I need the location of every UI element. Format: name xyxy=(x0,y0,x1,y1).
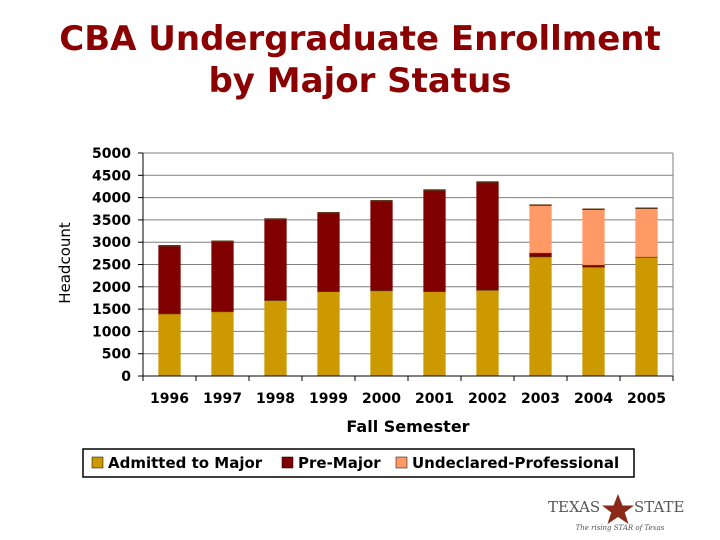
bar-segment xyxy=(423,190,446,292)
chart-axes xyxy=(138,152,674,381)
bar-segment xyxy=(529,252,552,257)
bar-segment xyxy=(582,264,605,267)
bar-segment xyxy=(582,266,605,376)
bar-segment xyxy=(529,256,552,376)
x-tick-labels: 1996 1997 1998 1999 2000 2001 2002 2003 2004 2005 xyxy=(150,391,666,407)
legend-swatch xyxy=(91,456,104,469)
y-tick-label: 5000 xyxy=(92,146,131,162)
chart-bars xyxy=(158,181,658,376)
logo-text-left: TEXAS xyxy=(548,498,600,516)
y-tick-labels: 0 500 1000 1500 2000 2500 3000 3500 4000 4500 5000 xyxy=(92,146,131,385)
bar-segment xyxy=(370,290,393,376)
legend-label: Admitted to Major xyxy=(108,454,263,472)
y-tick-label: 3000 xyxy=(92,235,131,251)
bar-segment xyxy=(158,313,181,376)
x-tick-label: 1998 xyxy=(256,391,295,407)
y-tick-label: 0 xyxy=(121,369,131,385)
y-axis-label: Headcount xyxy=(56,222,74,304)
texas-state-logo: TEXAS STATE The rising STAR of Texas xyxy=(548,494,684,532)
y-tick-label: 4500 xyxy=(92,168,131,184)
x-tick-label: 2001 xyxy=(415,391,454,407)
chart-legend: Admitted to Major Pre-Major Undeclared-Pro… xyxy=(82,448,635,478)
x-tick-label: 2000 xyxy=(362,391,401,407)
logo-tagline: The rising STAR of Texas xyxy=(576,524,665,532)
bar-segment xyxy=(635,256,658,376)
legend-box xyxy=(82,448,635,478)
bar-segment xyxy=(158,245,181,314)
x-tick-label: 1996 xyxy=(150,391,189,407)
star-icon xyxy=(602,494,634,524)
y-tick-label: 2500 xyxy=(92,258,131,274)
x-tick-label: 1999 xyxy=(309,391,348,407)
title-line-2: by Major Status xyxy=(208,61,512,101)
legend-swatch xyxy=(281,456,294,469)
x-tick-label: 2002 xyxy=(468,391,507,407)
y-tick-label: 1500 xyxy=(92,302,131,318)
title-line-1: CBA Undergraduate Enrollment xyxy=(59,19,661,59)
page-title: CBA Undergraduate Enrollment by Major St… xyxy=(0,18,720,102)
bar-segment xyxy=(476,289,499,376)
bar-segment xyxy=(370,200,393,291)
legend-label: Pre-Major xyxy=(298,454,381,472)
legend-label: Undeclared-Professional xyxy=(412,454,619,472)
bar-segment xyxy=(582,209,605,265)
bar-segment xyxy=(211,241,234,312)
enrollment-chart: 0 500 1000 1500 2000 2500 3000 3500 4000 4500 5000… xyxy=(56,146,674,478)
legend-swatch xyxy=(395,456,408,469)
x-tick-label: 1997 xyxy=(203,391,242,407)
x-tick-label: 2004 xyxy=(574,391,613,407)
bar-segment xyxy=(476,181,499,290)
y-tick-label: 1000 xyxy=(92,324,131,340)
y-tick-label: 2000 xyxy=(92,280,131,296)
x-tick-label: 2005 xyxy=(627,391,666,407)
y-tick-label: 3500 xyxy=(92,213,131,229)
bar-segment xyxy=(635,208,658,257)
bar-segment xyxy=(317,291,340,376)
bar-segment xyxy=(264,219,287,301)
logo-text-right: STATE xyxy=(634,498,684,516)
bar-segment xyxy=(529,205,552,253)
y-tick-label: 4000 xyxy=(92,191,131,207)
bar-segment xyxy=(423,291,446,376)
bar-segment xyxy=(317,212,340,292)
x-tick-label: 2003 xyxy=(521,391,560,407)
bar-segment xyxy=(264,300,287,376)
bar-segment xyxy=(211,311,234,376)
y-tick-label: 500 xyxy=(102,347,131,363)
x-axis-label: Fall Semester xyxy=(346,417,469,436)
